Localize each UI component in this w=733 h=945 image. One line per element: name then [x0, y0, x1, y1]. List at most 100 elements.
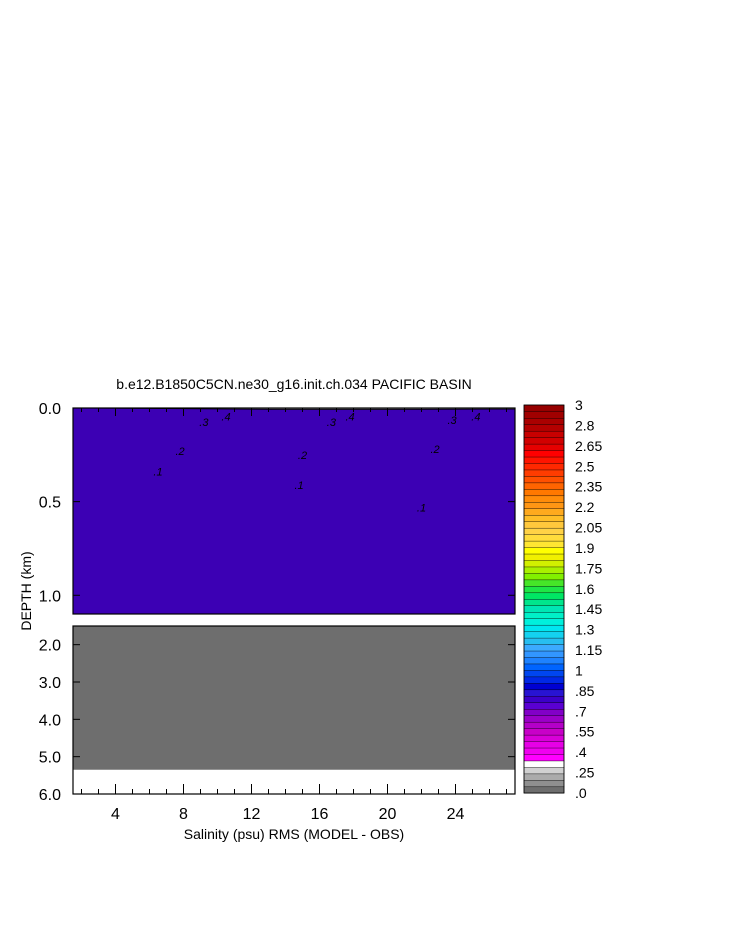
colorbar-swatch	[523, 682, 565, 691]
colorbar-swatch	[523, 734, 565, 742]
colorbar-swatch	[523, 424, 565, 432]
colorbar-label: 2.2	[575, 499, 595, 515]
x-tick-label: 8	[179, 806, 188, 823]
colorbar-label: .0	[575, 785, 587, 801]
colorbar-swatch	[523, 760, 565, 768]
x-tick-label: 20	[379, 806, 397, 823]
colorbar-swatch	[523, 579, 565, 587]
colorbar-label: .85	[575, 683, 595, 699]
colorbar-swatch	[523, 644, 565, 652]
colorbar-swatch	[523, 411, 565, 419]
colorbar-label: 2.5	[575, 458, 595, 474]
colorbar-swatch	[523, 637, 565, 645]
colorbar-swatch	[523, 443, 565, 451]
colorbar-label: 2.05	[575, 520, 602, 536]
colorbar-swatch	[523, 695, 565, 703]
colorbar-swatch	[523, 508, 565, 516]
colorbar-swatch	[523, 786, 565, 794]
colorbar-swatch	[523, 430, 565, 438]
colorbar-label: 2.35	[575, 479, 602, 495]
colorbar-swatch	[523, 527, 565, 535]
colorbar-swatch	[523, 488, 565, 497]
colorbar-swatch	[523, 747, 565, 755]
x-axis-label: Salinity (psu) RMS (MODEL - OBS)	[184, 826, 404, 842]
colorbar-swatch	[523, 463, 565, 471]
colorbar-swatch	[523, 495, 565, 503]
x-tick-label: 24	[447, 806, 465, 823]
upper-panel: .3 .4 .3 .4 .3 .4 .2 .2 .2 .1 .1 .1 0.0 0.5 1.0	[39, 401, 516, 615]
colorbar-swatch	[523, 754, 565, 762]
colorbar-label: 2.8	[575, 417, 595, 433]
colorbar-swatch	[523, 417, 565, 425]
colorbar-swatch	[523, 547, 565, 555]
colorbar-swatch	[523, 598, 565, 606]
colorbar-swatch	[523, 631, 565, 639]
colorbar-swatch	[523, 741, 565, 749]
y-axis-label: DEPTH (km)	[18, 551, 34, 630]
colorbar-swatch	[523, 689, 565, 697]
lower-panel: 2.0 3.0 4.0 5.0 6.0	[39, 625, 516, 804]
upper-panel-frame	[72, 407, 516, 615]
colorbar-swatch	[523, 708, 565, 716]
colorbar-swatch	[523, 766, 565, 775]
colorbar-swatch	[523, 540, 565, 548]
x-axis: 4 8 12 16 20 24	[81, 408, 507, 823]
contour-band-8	[73, 408, 515, 614]
colorbar-label: .7	[575, 703, 587, 719]
colorbar-label: 1.9	[575, 540, 595, 556]
colorbar-label: 1.75	[575, 560, 602, 576]
colorbar-swatch	[523, 721, 565, 729]
contour-label-4: .3	[448, 415, 458, 427]
colorbar-swatch	[523, 702, 565, 710]
colorbar-label: .4	[575, 744, 587, 760]
contour-label-11: .1	[417, 502, 426, 514]
colorbar-swatch	[523, 663, 565, 671]
contour-label-0: .3	[199, 417, 209, 429]
colorbar-swatch	[523, 534, 565, 542]
contour-label-2: .3	[327, 417, 337, 429]
colorbar-label: 2.65	[575, 438, 602, 454]
colorbar-swatch	[523, 728, 565, 736]
colorbar-swatch	[523, 715, 565, 723]
contour-label-10: .1	[295, 480, 304, 492]
colorbar-swatch	[523, 437, 565, 445]
colorbar-swatch	[523, 585, 565, 594]
colorbar-label: 3	[575, 397, 583, 413]
contour-label-7: .2	[298, 450, 307, 462]
lower-y-tick-label: 2.0	[39, 638, 61, 655]
upper-y-tick-label: 1.0	[39, 588, 61, 605]
colorbar-swatch	[523, 560, 565, 568]
colorbar-swatch	[523, 514, 565, 522]
colorbar-swatch	[523, 475, 565, 484]
colorbar-swatch	[523, 592, 565, 600]
colorbar-swatch	[523, 676, 565, 684]
chart-title: b.e12.B1850C5CN.ne30_g16.init.ch.034 PAC…	[116, 376, 471, 392]
colorbar-swatch	[523, 521, 565, 529]
colorbar-swatch	[523, 618, 565, 626]
colorbar-frame	[523, 404, 565, 794]
lower-y-tick-label: 4.0	[39, 712, 61, 729]
contour-label-5: .4	[471, 411, 480, 423]
colorbar-swatch	[523, 566, 565, 574]
colorbar-swatch	[523, 482, 565, 490]
contour-label-9: .1	[153, 467, 162, 479]
colorbar-swatch	[523, 669, 565, 678]
colorbar-label: 1	[575, 662, 583, 678]
colorbar-swatch	[523, 611, 565, 619]
colorbar-swatch	[523, 773, 565, 781]
upper-y-tick-label: 0.0	[39, 401, 61, 418]
colorbar-label: 1.3	[575, 622, 595, 638]
colorbar: 3 2.8 2.65 2.5 2.35 2.2 2.05 1.9 1.75 1.6 1.45 1.3 1…	[523, 397, 602, 801]
colorbar-label: 1.15	[575, 642, 602, 658]
x-tick-label: 16	[311, 806, 329, 823]
lower-y-tick-label: 3.0	[39, 675, 61, 692]
colorbar-label: 1.6	[575, 581, 595, 597]
colorbar-label: .55	[575, 724, 595, 740]
lower-panel-fill	[73, 626, 515, 770]
colorbar-swatch	[523, 650, 565, 658]
colorbar-swatch	[523, 469, 565, 477]
contour-label-6: .2	[176, 446, 185, 458]
colorbar-swatch	[523, 605, 565, 613]
contour-label-8: .2	[431, 444, 440, 456]
